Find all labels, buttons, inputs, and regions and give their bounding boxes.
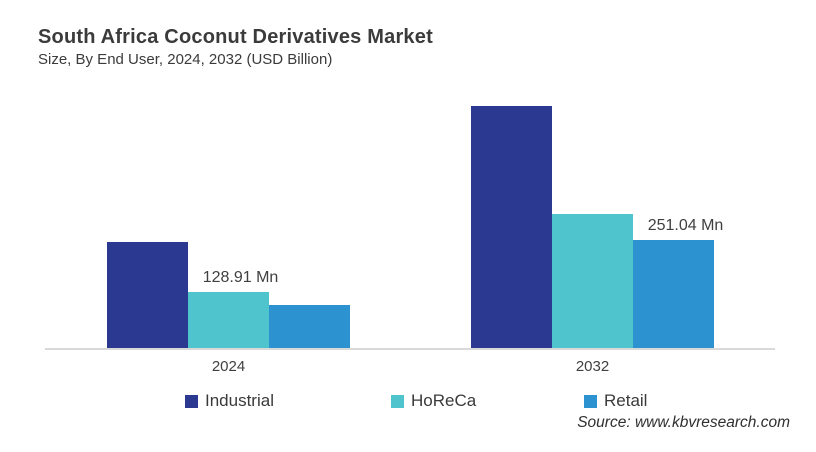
legend-swatch-retail xyxy=(584,394,597,408)
x-tick-2032: 2032 xyxy=(575,358,610,375)
legend-item-industrial: Industrial xyxy=(185,391,274,411)
bar-industrial-2024 xyxy=(107,242,188,348)
bar-cell-industrial-2032 xyxy=(471,90,552,348)
legend-label-retail: Retail xyxy=(604,391,648,410)
bar-cell-horeca-2024: 128.91 Mn xyxy=(188,90,278,348)
legend-item-horeca: HoReCa xyxy=(391,391,476,411)
data-label-horeca-2024: 128.91 Mn xyxy=(202,269,279,286)
bar-cell-industrial-2024 xyxy=(107,90,188,348)
chart-subtitle: Size, By End User, 2024, 2032 (USD Billi… xyxy=(38,51,333,68)
bar-plot: 128.91 Mn 251.04 Mn xyxy=(0,90,816,350)
bar-horeca-2024 xyxy=(188,292,269,348)
x-axis-line xyxy=(45,348,775,350)
legend: Industrial HoReCa Retail xyxy=(0,391,816,413)
x-tick-2024: 2024 xyxy=(211,358,246,375)
bar-cell-retail-2032: 251.04 Mn xyxy=(633,90,723,348)
bar-horeca-2032 xyxy=(552,214,633,348)
bar-group-2032: 251.04 Mn xyxy=(471,90,723,348)
legend-label-horeca: HoReCa xyxy=(411,391,477,410)
bar-retail-2032 xyxy=(633,240,714,348)
chart-title: South Africa Coconut Derivatives Market xyxy=(38,26,433,48)
legend-label-industrial: Industrial xyxy=(205,391,274,410)
bar-cell-horeca-2032 xyxy=(552,90,633,348)
legend-swatch-industrial xyxy=(185,394,198,408)
bar-retail-2024 xyxy=(269,305,350,348)
bar-cell-retail-2024 xyxy=(269,90,350,348)
data-label-retail-2032: 251.04 Mn xyxy=(647,217,724,234)
legend-swatch-horeca xyxy=(391,394,404,408)
bar-industrial-2032 xyxy=(471,106,552,348)
source-credit: Source: www.kbvresearch.com xyxy=(577,414,790,431)
legend-item-retail: Retail xyxy=(584,391,647,411)
bar-group-2024: 128.91 Mn xyxy=(107,90,350,348)
